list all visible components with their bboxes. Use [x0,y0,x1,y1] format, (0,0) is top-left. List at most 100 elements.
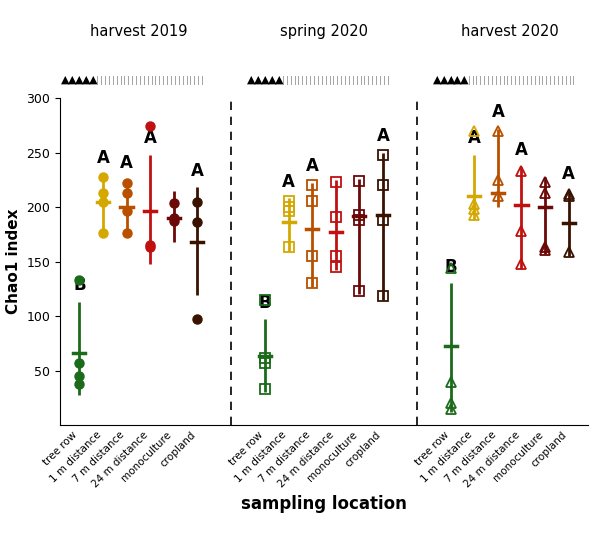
Text: ▲: ▲ [61,75,70,85]
Text: |: | [185,76,188,85]
Text: |: | [506,76,509,85]
Text: |: | [569,76,571,85]
Text: harvest 2019: harvest 2019 [89,24,187,39]
Text: |: | [491,76,494,85]
Text: harvest 2020: harvest 2020 [461,24,559,39]
Text: |: | [545,76,548,85]
Text: |: | [112,76,115,85]
Text: |: | [305,76,308,85]
Text: |: | [530,76,533,85]
Text: |: | [383,76,386,85]
Text: |: | [104,76,107,85]
Text: |: | [538,76,541,85]
Text: |: | [379,76,382,85]
Text: |: | [309,76,312,85]
Text: |: | [124,76,126,85]
Text: A: A [282,173,295,191]
Text: |: | [174,76,177,85]
Text: |: | [541,76,544,85]
Text: |: | [282,76,285,85]
Text: |: | [367,76,370,85]
Text: |: | [119,76,122,85]
Text: |: | [293,76,296,85]
Text: |: | [100,76,103,85]
Text: |: | [321,76,323,85]
Text: |: | [332,76,335,85]
Text: |: | [135,76,138,85]
Text: |: | [158,76,161,85]
Text: |: | [344,76,347,85]
Text: ▲: ▲ [261,75,269,85]
Text: |: | [375,76,378,85]
Text: |: | [127,76,130,85]
Text: |: | [503,76,505,85]
Text: |: | [553,76,556,85]
Text: |: | [526,76,529,85]
Text: |: | [467,76,470,85]
Text: |: | [108,76,111,85]
Text: |: | [514,76,517,85]
Text: ▲: ▲ [454,75,462,85]
Text: |: | [387,76,389,85]
Text: |: | [336,76,339,85]
Text: |: | [151,76,154,85]
Text: |: | [162,76,165,85]
Text: |: | [329,76,331,85]
Text: ▲: ▲ [75,75,83,85]
Text: |: | [487,76,490,85]
Text: ▲: ▲ [460,75,469,85]
Text: |: | [286,76,289,85]
Text: |: | [340,76,343,85]
Text: |: | [197,76,200,85]
Text: A: A [120,154,133,172]
Y-axis label: Chao1 index: Chao1 index [6,209,21,314]
X-axis label: sampling location: sampling location [241,495,407,513]
Text: |: | [511,76,513,85]
Text: ▲: ▲ [254,75,262,85]
Text: A: A [306,158,319,175]
Text: ▲: ▲ [440,75,448,85]
Text: A: A [491,103,505,121]
Text: |: | [116,76,119,85]
Text: |: | [170,76,173,85]
Text: A: A [515,141,528,159]
Text: |: | [298,76,301,85]
Text: |: | [495,76,497,85]
Text: |: | [572,76,575,85]
Text: |: | [317,76,320,85]
Text: B: B [259,294,271,312]
Text: |: | [356,76,359,85]
Text: spring 2020: spring 2020 [280,24,368,39]
Text: |: | [518,76,521,85]
Text: ▲: ▲ [275,75,283,85]
Text: |: | [472,76,475,85]
Text: |: | [371,76,374,85]
Text: ▲: ▲ [247,75,256,85]
Text: |: | [475,76,478,85]
Text: |: | [565,76,568,85]
Text: ▲: ▲ [446,75,455,85]
Text: ▲: ▲ [268,75,276,85]
Text: |: | [359,76,362,85]
Text: |: | [96,76,99,85]
Text: A: A [376,127,389,145]
Text: A: A [143,129,157,147]
Text: |: | [364,76,367,85]
Text: |: | [522,76,525,85]
Text: A: A [562,165,575,183]
Text: |: | [131,76,134,85]
Text: |: | [325,76,328,85]
Text: |: | [193,76,196,85]
Text: ▲: ▲ [89,75,97,85]
Text: |: | [561,76,563,85]
Text: B: B [445,258,457,276]
Text: |: | [301,76,304,85]
Text: ▲: ▲ [82,75,91,85]
Text: |: | [166,76,169,85]
Text: |: | [479,76,482,85]
Text: A: A [191,162,203,180]
Text: |: | [313,76,316,85]
Text: |: | [178,76,181,85]
Text: |: | [557,76,560,85]
Text: A: A [97,149,109,167]
